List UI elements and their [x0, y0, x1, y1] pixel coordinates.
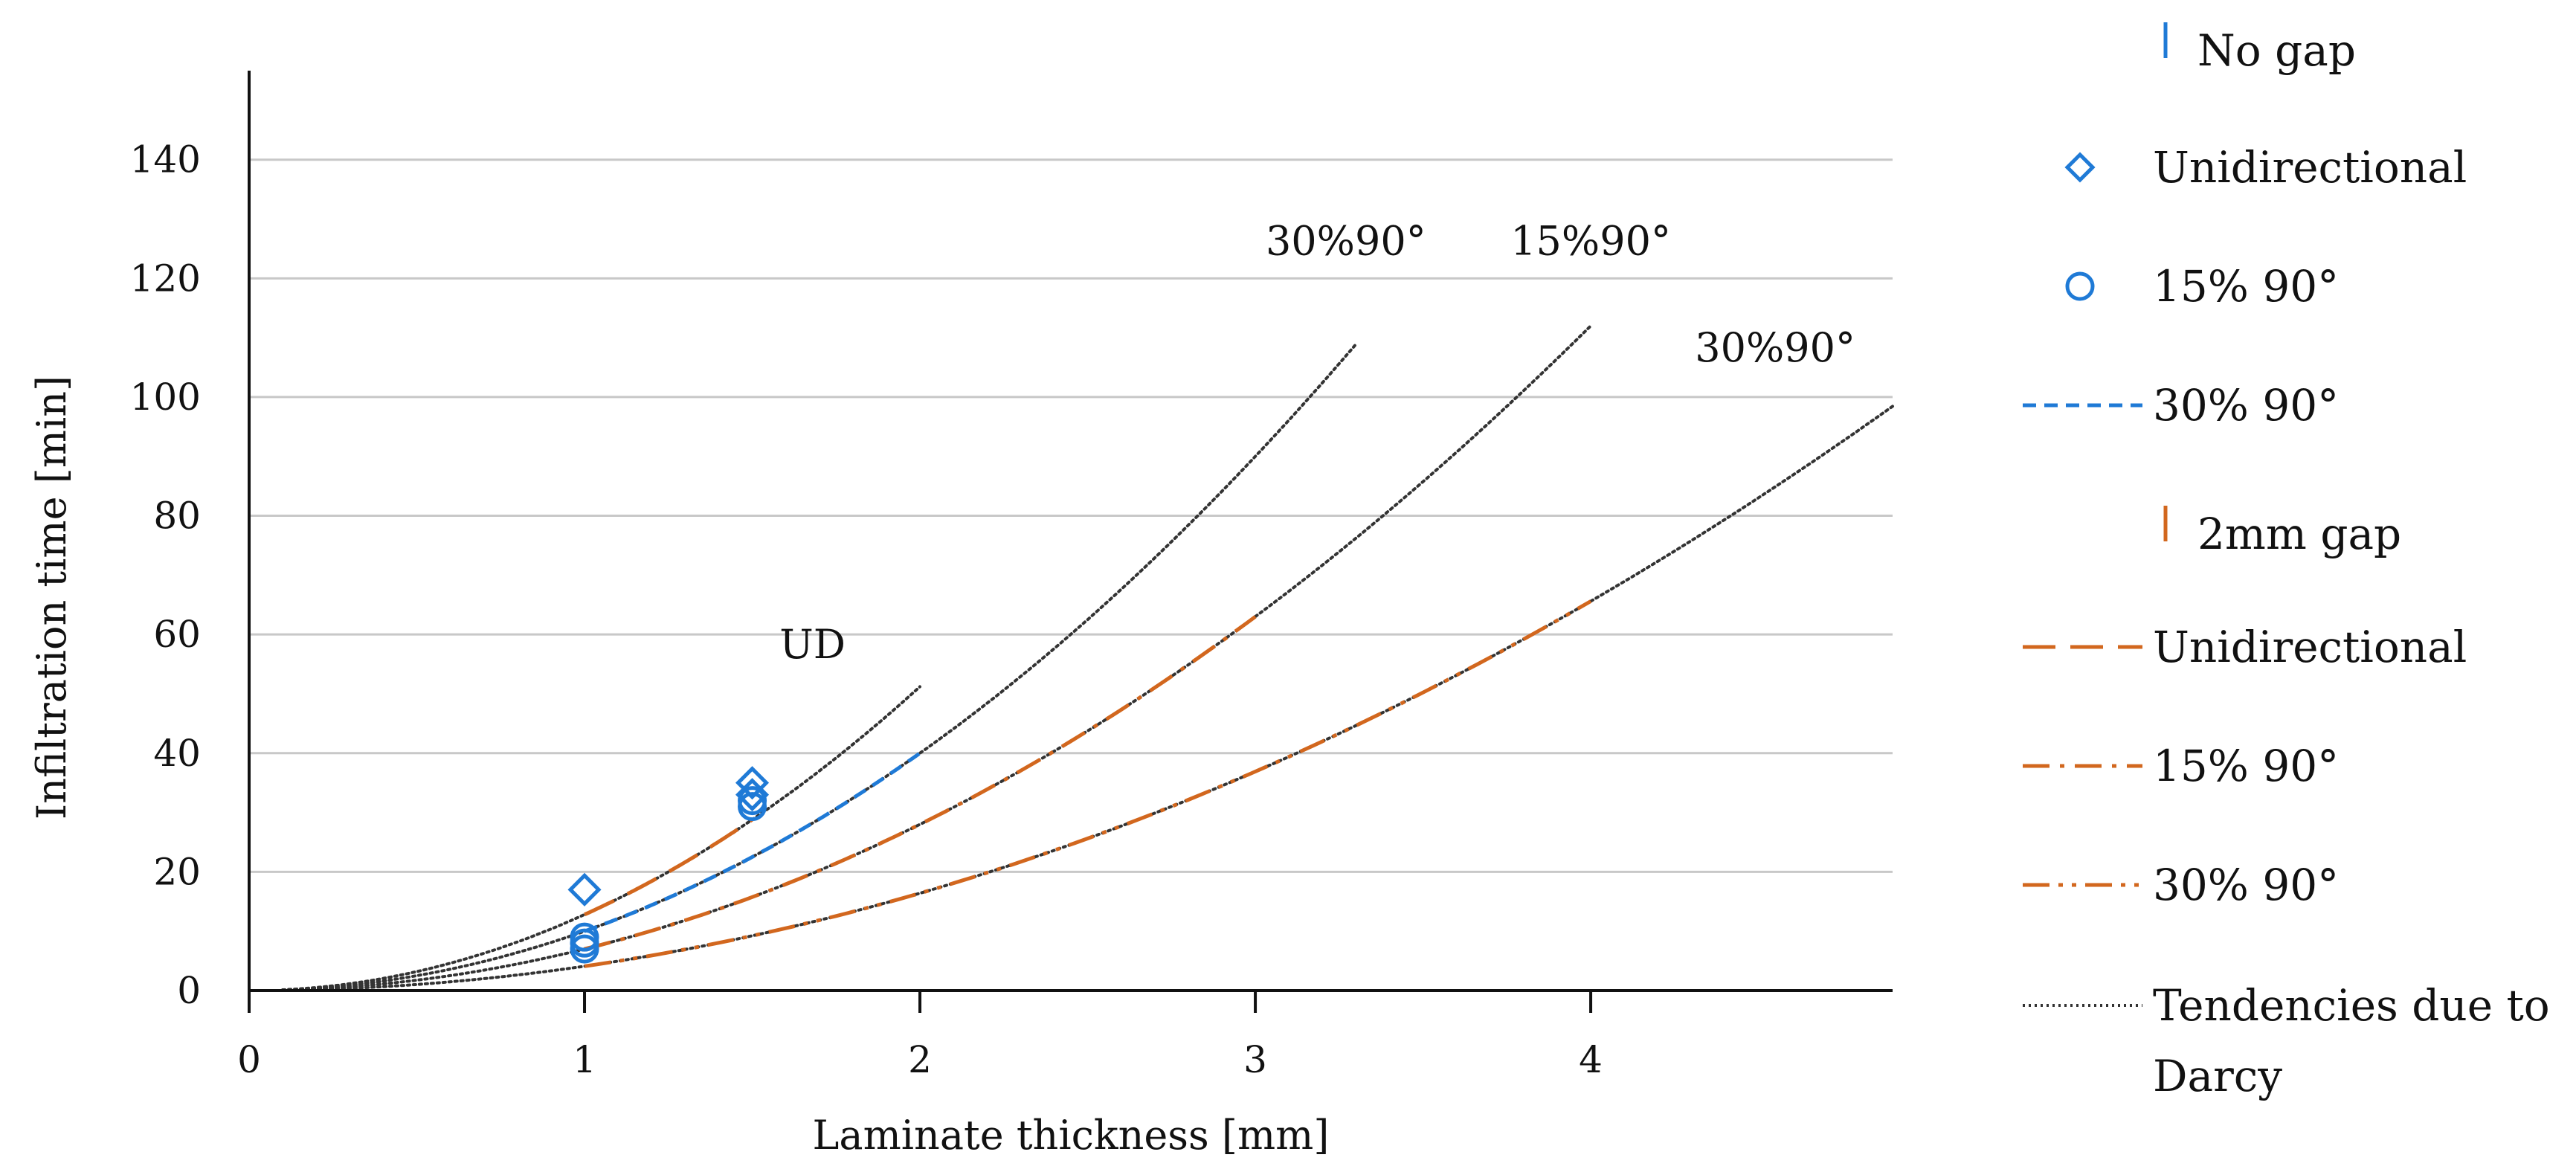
- curve-annotation: 30%90°: [1266, 217, 1426, 264]
- axes: [248, 71, 1893, 1013]
- trend-line-7: [281, 342, 1358, 992]
- y-tick-label: 120: [130, 257, 201, 300]
- series-line-4: [584, 615, 1257, 951]
- legend-label: 2mm gap: [2197, 509, 2401, 559]
- curve-annotations: UD 30%90° 15%90° 30%90°: [779, 217, 1855, 668]
- y-tick-label: 20: [153, 850, 201, 893]
- legend-item: 2mm gap: [2163, 506, 2401, 559]
- y-tick-label: 100: [130, 376, 201, 419]
- series-lines: [584, 599, 1592, 968]
- legend-item: No gap: [2163, 22, 2356, 76]
- y-tick-label: 140: [130, 138, 201, 181]
- y-tick-label: 60: [153, 613, 201, 656]
- legend-item: 30% 90°: [2023, 380, 2339, 431]
- series-line-2: [584, 751, 921, 933]
- trend-line-8: [281, 324, 1593, 992]
- legend-label: 30% 90°: [2153, 380, 2339, 431]
- x-axis-label: Laminate thickness [mm]: [813, 1112, 1330, 1159]
- legend-item: 30% 90°: [2023, 860, 2339, 910]
- y-tick-label: 80: [153, 495, 201, 538]
- y-tick-label: 0: [177, 969, 201, 1012]
- legend-label: Unidirectional: [2153, 142, 2467, 193]
- legend-label: No gap: [2197, 25, 2356, 76]
- diamond-marker: [735, 766, 770, 800]
- legend-diamond-swatch: [2064, 152, 2096, 183]
- y-axis-label: Infiltration time [min]: [28, 376, 75, 820]
- x-tick-label: 1: [573, 1038, 596, 1081]
- circle-marker: [570, 934, 599, 964]
- diamond-marker: [567, 872, 602, 907]
- y-tick-label: 40: [153, 732, 201, 775]
- legend-item: Unidirectional: [2023, 622, 2467, 672]
- legend-circle-swatch: [2065, 271, 2095, 301]
- legend-item: Tendencies due to Darcy: [2023, 980, 2550, 1101]
- legend-label: Tendencies due to: [2153, 980, 2550, 1031]
- x-tick-label: 3: [1243, 1038, 1267, 1081]
- legend-label-line2: Darcy: [2153, 1051, 2282, 1101]
- trend-lines: [281, 324, 1894, 992]
- curve-annotation: 15%90°: [1510, 217, 1671, 264]
- series-line-5: [584, 599, 1592, 968]
- legend-item: Unidirectional: [2064, 142, 2467, 193]
- legend-label: 15% 90°: [2153, 261, 2339, 312]
- circle-marker: [570, 928, 599, 958]
- circle-marker: [738, 786, 767, 816]
- x-tick-label: 0: [237, 1038, 261, 1081]
- legend-item: 15% 90°: [2023, 741, 2339, 791]
- legend: No gap Unidirectional 15% 90° 30% 90° 2mm ga…: [2023, 22, 2550, 1101]
- x-tick-label: 4: [1579, 1038, 1603, 1081]
- trend-line-9: [281, 405, 1894, 992]
- legend-label: 30% 90°: [2153, 860, 2339, 910]
- legend-label: 15% 90°: [2153, 741, 2339, 791]
- legend-label: Unidirectional: [2153, 622, 2467, 672]
- curve-annotation: UD: [779, 621, 846, 668]
- series-line-3: [584, 818, 753, 917]
- curve-annotation: 30%90°: [1695, 324, 1855, 371]
- legend-item: 15% 90°: [2065, 261, 2339, 312]
- gridlines: [249, 158, 1893, 873]
- data-markers: [567, 766, 770, 964]
- tick-labels: 0 20 40 60 80 100 120 140 0 1 2 3 4: [130, 138, 1603, 1081]
- x-tick-label: 2: [908, 1038, 932, 1081]
- trend-line-6: [281, 685, 921, 991]
